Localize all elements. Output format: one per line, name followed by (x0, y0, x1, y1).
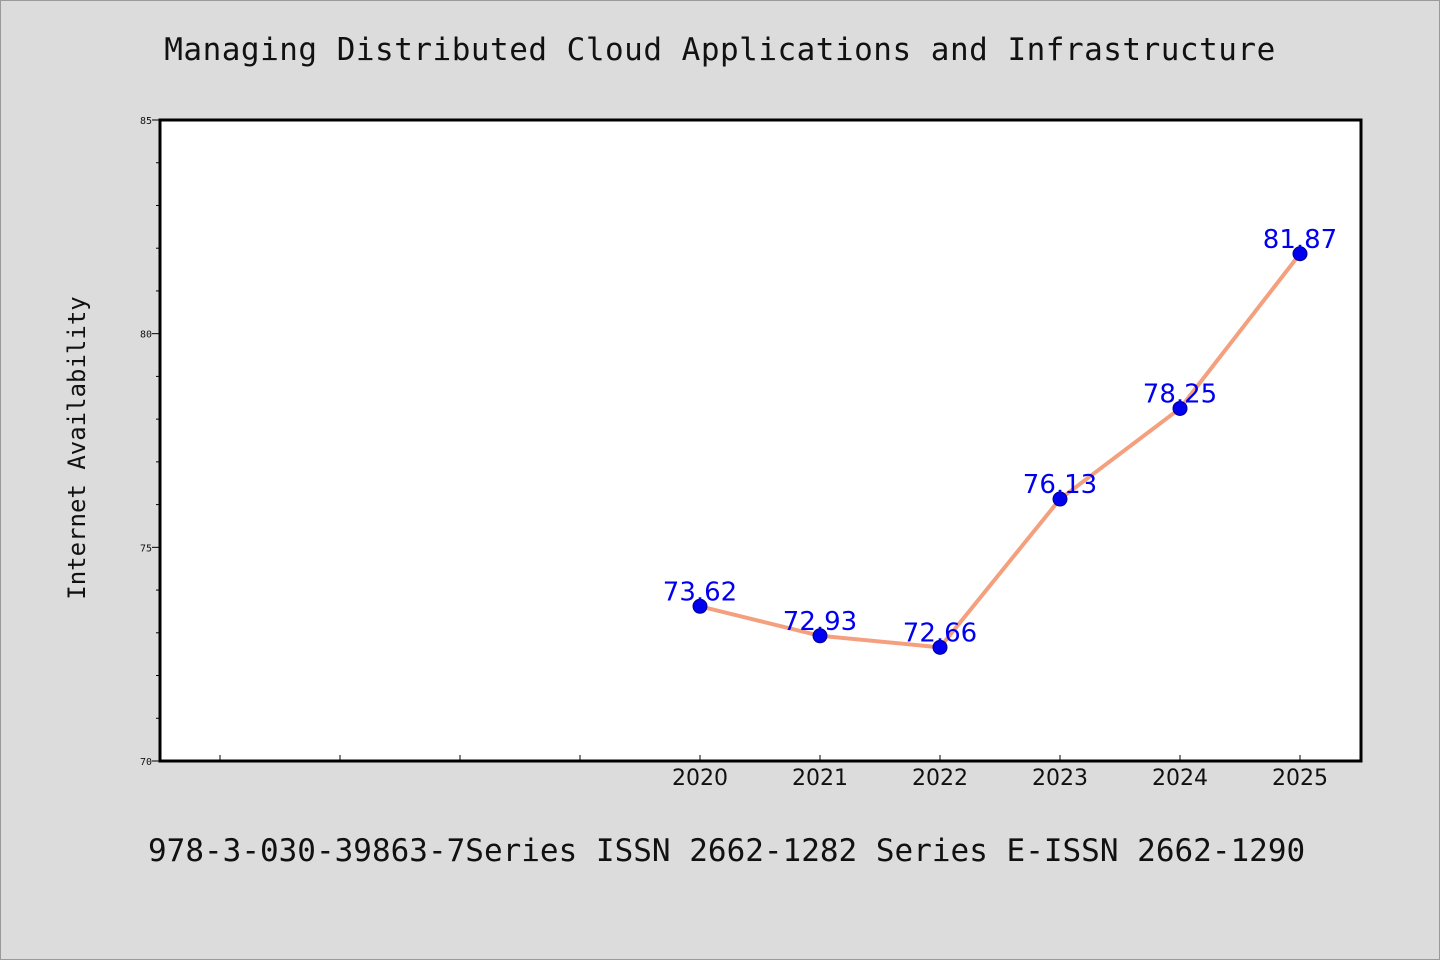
data-point (812, 628, 828, 644)
series-layer: 73.62 72.93 72.66 76.13 78.25 81.87 (663, 225, 1337, 655)
y-tick-label: 80 (140, 330, 152, 341)
x-tick-label: 2024 (1152, 766, 1208, 791)
data-point (1292, 246, 1308, 262)
data-point (692, 598, 708, 614)
data-label: 78.25 (1143, 379, 1217, 409)
y-axis-ticks: 70 75 80 85 (140, 116, 160, 768)
x-axis-ticks: 2020 2021 2022 2023 2024 2025 (219, 755, 1328, 791)
y-axis-label: Internet Availability (63, 296, 91, 599)
data-label: 73.62 (663, 577, 737, 607)
plot-area (158, 118, 1363, 763)
data-point (932, 639, 948, 655)
data-label: 81.87 (1263, 225, 1337, 255)
y-tick-label: 70 (140, 757, 152, 768)
data-point (1052, 491, 1068, 507)
chart-title: Managing Distributed Cloud Applications … (164, 32, 1276, 68)
data-point (1172, 400, 1188, 416)
x-tick-label: 2020 (672, 766, 728, 791)
x-tick-label: 2021 (792, 766, 848, 791)
data-label: 76.13 (1023, 470, 1097, 500)
y-tick-label: 85 (140, 116, 152, 127)
series-line (698, 251, 1302, 650)
isbn-issn-footer: 978-3-030-39863-7Series ISSN 2662-1282 S… (148, 833, 1306, 869)
data-label: 72.66 (903, 618, 977, 648)
x-tick-label: 2022 (912, 766, 968, 791)
x-tick-label: 2023 (1032, 766, 1088, 791)
y-tick-label: 75 (140, 543, 152, 554)
x-tick-label: 2025 (1272, 766, 1328, 791)
data-label: 72.93 (783, 607, 857, 637)
